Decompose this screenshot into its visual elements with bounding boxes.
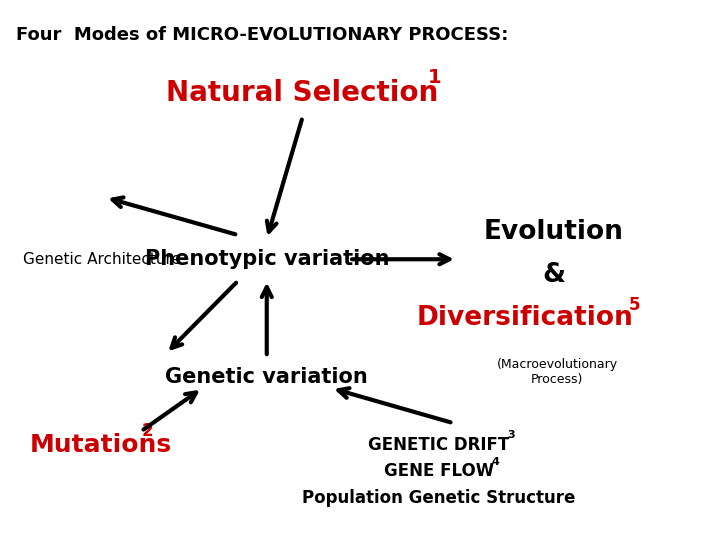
Text: Natural Selection: Natural Selection	[166, 79, 438, 107]
Text: 5: 5	[629, 296, 641, 314]
Text: Genetic variation: Genetic variation	[166, 367, 368, 387]
Text: Four  Modes of MICRO-EVOLUTIONARY PROCESS:: Four Modes of MICRO-EVOLUTIONARY PROCESS…	[16, 25, 508, 44]
Text: (Macroevolutionary
Process): (Macroevolutionary Process)	[497, 358, 618, 386]
Text: Evolution: Evolution	[484, 219, 624, 245]
Text: 1: 1	[428, 68, 442, 87]
Text: Diversification: Diversification	[417, 305, 634, 332]
Text: 2: 2	[141, 422, 153, 440]
Text: Mutations: Mutations	[30, 433, 172, 457]
Text: &: &	[542, 262, 565, 288]
Text: Genetic Architecture: Genetic Architecture	[23, 252, 181, 267]
Text: Population Genetic Structure: Population Genetic Structure	[302, 489, 575, 507]
Text: 3: 3	[508, 430, 516, 440]
Text: GENE FLOW: GENE FLOW	[384, 462, 494, 481]
Text: 4: 4	[491, 457, 499, 467]
Text: Phenotypic variation: Phenotypic variation	[145, 249, 389, 269]
Text: GENETIC DRIFT: GENETIC DRIFT	[368, 436, 510, 454]
